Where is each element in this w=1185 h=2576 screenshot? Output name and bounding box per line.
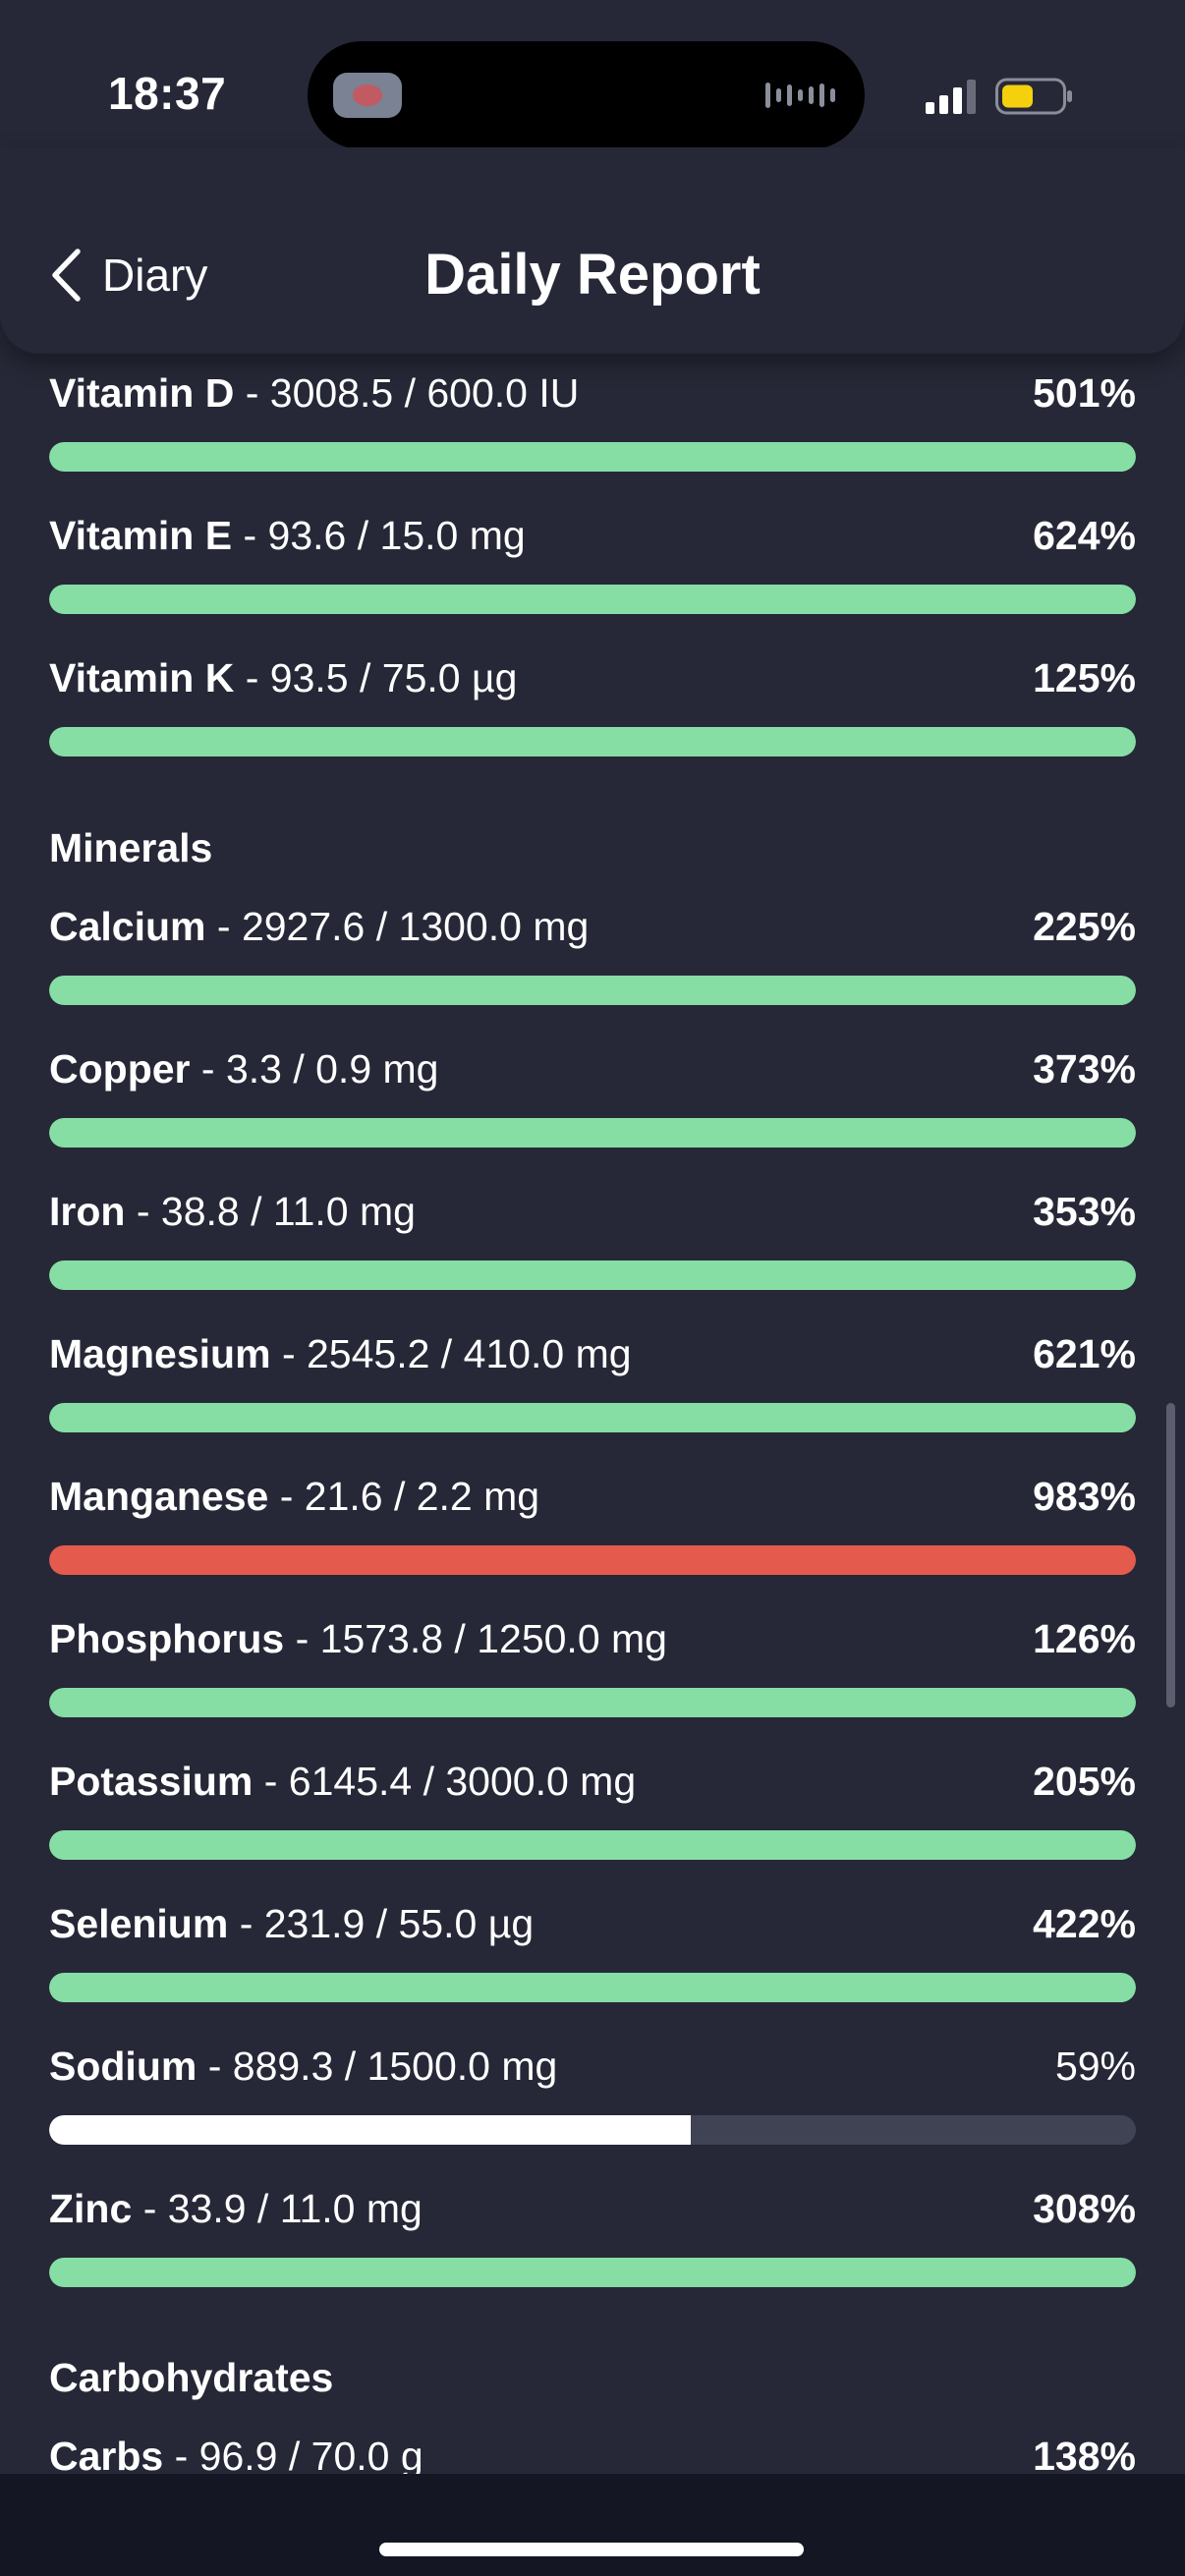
nutrient-row-vitamin-d: Vitamin D - 3008.5 / 600.0 IU 501% xyxy=(49,364,1136,472)
progress-bar-fill xyxy=(49,976,1136,1005)
progress-bar-fill xyxy=(49,1973,1136,2002)
progress-bar xyxy=(49,727,1136,756)
progress-bar xyxy=(49,1118,1136,1148)
nutrient-row-vitamin-k: Vitamin K - 93.5 / 75.0 µg 125% xyxy=(49,648,1136,756)
nutrient-row-iron: Iron - 38.8 / 11.0 mg 353% xyxy=(49,1182,1136,1290)
nutrient-amount: - 6145.4 / 3000.0 mg xyxy=(263,1759,637,1804)
chevron-left-icon xyxy=(52,249,81,302)
nutrient-name: Manganese xyxy=(49,1474,269,1519)
nutrient-row-carbs: Carbs - 96.9 / 70.0 g 138% xyxy=(49,2427,1136,2474)
nutrient-percent: 205% xyxy=(1033,1759,1136,1804)
nutrient-name: Calcium xyxy=(49,904,206,949)
nutrient-row-copper: Copper - 3.3 / 0.9 mg 373% xyxy=(49,1039,1136,1148)
progress-bar xyxy=(49,442,1136,472)
progress-bar xyxy=(49,1973,1136,2002)
nutrient-percent: 373% xyxy=(1033,1046,1136,1092)
nutrient-row-selenium: Selenium - 231.9 / 55.0 µg 422% xyxy=(49,1894,1136,2002)
nutrient-name: Potassium xyxy=(49,1759,254,1804)
progress-bar-fill xyxy=(49,2258,1136,2287)
nutrient-row-calcium: Calcium - 2927.6 / 1300.0 mg 225% xyxy=(49,897,1136,1005)
nutrient-report-list[interactable]: Vitamin D - 3008.5 / 600.0 IU 501% Vitam… xyxy=(0,354,1185,2474)
nutrient-amount: - 2545.2 / 410.0 mg xyxy=(281,1331,632,1376)
progress-bar-fill xyxy=(49,1688,1136,1717)
progress-bar-fill xyxy=(49,1260,1136,1290)
nutrient-amount: - 1573.8 / 1250.0 mg xyxy=(295,1616,667,1661)
battery-icon xyxy=(995,78,1072,115)
nutrient-name: Sodium xyxy=(49,2044,198,2089)
nutrient-amount: - 2927.6 / 1300.0 mg xyxy=(216,904,590,949)
nutrient-amount: - 33.9 / 11.0 mg xyxy=(142,2186,423,2231)
progress-bar xyxy=(49,1830,1136,1860)
nutrient-amount: - 38.8 / 11.0 mg xyxy=(136,1189,416,1234)
progress-bar xyxy=(49,1545,1136,1575)
progress-bar xyxy=(49,1688,1136,1717)
nutrient-amount: - 231.9 / 55.0 µg xyxy=(239,1901,535,1946)
progress-bar xyxy=(49,2115,1136,2145)
nutrient-name: Copper xyxy=(49,1046,191,1092)
nutrient-name: Selenium xyxy=(49,1901,229,1946)
section-heading-minerals: Minerals xyxy=(49,825,213,870)
nutrient-percent: 308% xyxy=(1033,2186,1136,2231)
back-button-label: Diary xyxy=(102,250,208,301)
nutrient-percent: 621% xyxy=(1033,1331,1136,1376)
nutrient-percent: 353% xyxy=(1033,1189,1136,1234)
nutrient-row-vitamin-e: Vitamin E - 93.6 / 15.0 mg 624% xyxy=(49,506,1136,614)
progress-bar xyxy=(49,2258,1136,2287)
progress-bar xyxy=(49,976,1136,1005)
audio-waveform-icon xyxy=(765,81,835,110)
progress-bar xyxy=(49,1260,1136,1290)
nutrient-name: Vitamin D xyxy=(49,370,235,416)
nutrient-amount: - 21.6 / 2.2 mg xyxy=(279,1474,540,1519)
page-title: Daily Report xyxy=(424,243,761,307)
progress-bar-fill xyxy=(49,1118,1136,1148)
nutrient-name: Zinc xyxy=(49,2186,133,2231)
progress-bar-fill xyxy=(49,1403,1136,1432)
home-indicator[interactable] xyxy=(379,2543,804,2556)
nutrient-name: Vitamin E xyxy=(49,513,233,558)
progress-bar-fill xyxy=(49,1545,1136,1575)
scrollbar[interactable] xyxy=(1166,1403,1175,1708)
nutrient-amount: - 93.5 / 75.0 µg xyxy=(245,655,518,700)
nutrient-percent: 422% xyxy=(1033,1901,1136,1946)
nutrient-amount: - 3008.5 / 600.0 IU xyxy=(245,370,580,416)
nutrient-name: Magnesium xyxy=(49,1331,271,1376)
nutrient-amount: - 3.3 / 0.9 mg xyxy=(200,1046,439,1092)
nutrient-name: Vitamin K xyxy=(49,655,235,700)
dynamic-island xyxy=(308,41,865,149)
progress-bar-fill xyxy=(49,442,1136,472)
now-playing-artwork-icon xyxy=(333,73,402,118)
nutrient-percent: 624% xyxy=(1033,513,1136,558)
status-time: 18:37 xyxy=(108,68,227,119)
section-heading-carbohydrates: Carbohydrates xyxy=(49,2355,334,2400)
nutrient-name: Carbs xyxy=(49,2434,164,2474)
nutrient-row-manganese: Manganese - 21.6 / 2.2 mg 983% xyxy=(49,1467,1136,1575)
nutrient-percent: 225% xyxy=(1033,904,1136,949)
nutrient-row-zinc: Zinc - 33.9 / 11.0 mg 308% xyxy=(49,2179,1136,2287)
nutrient-row-phosphorus: Phosphorus - 1573.8 / 1250.0 mg 126% xyxy=(49,1609,1136,1717)
nutrient-amount: - 889.3 / 1500.0 mg xyxy=(207,2044,558,2089)
progress-bar xyxy=(49,585,1136,614)
nutrient-percent: 125% xyxy=(1033,655,1136,700)
nutrient-row-potassium: Potassium - 6145.4 / 3000.0 mg 205% xyxy=(49,1752,1136,1860)
home-indicator-area xyxy=(0,2474,1185,2576)
back-button[interactable]: Diary xyxy=(49,241,207,309)
nutrient-name: Iron xyxy=(49,1189,126,1234)
nutrient-percent: 983% xyxy=(1033,1474,1136,1519)
progress-bar-fill xyxy=(49,585,1136,614)
nutrient-row-sodium: Sodium - 889.3 / 1500.0 mg 59% xyxy=(49,2037,1136,2145)
progress-bar xyxy=(49,1403,1136,1432)
navigation-header: Diary Daily Report xyxy=(0,147,1185,354)
cellular-signal-icon xyxy=(926,80,976,114)
nutrient-name: Phosphorus xyxy=(49,1616,285,1661)
nutrient-percent: 59% xyxy=(1054,2044,1136,2089)
nutrient-row-magnesium: Magnesium - 2545.2 / 410.0 mg 621% xyxy=(49,1324,1136,1432)
nutrient-percent: 126% xyxy=(1033,1616,1136,1661)
nutrient-percent: 501% xyxy=(1033,370,1136,416)
progress-bar-fill xyxy=(49,727,1136,756)
nutrient-percent: 138% xyxy=(1033,2434,1136,2474)
progress-bar-fill xyxy=(49,1830,1136,1860)
progress-bar-fill xyxy=(49,2115,691,2145)
nutrient-amount: - 96.9 / 70.0 g xyxy=(174,2434,423,2474)
nutrient-amount: - 93.6 / 15.0 mg xyxy=(243,513,526,558)
